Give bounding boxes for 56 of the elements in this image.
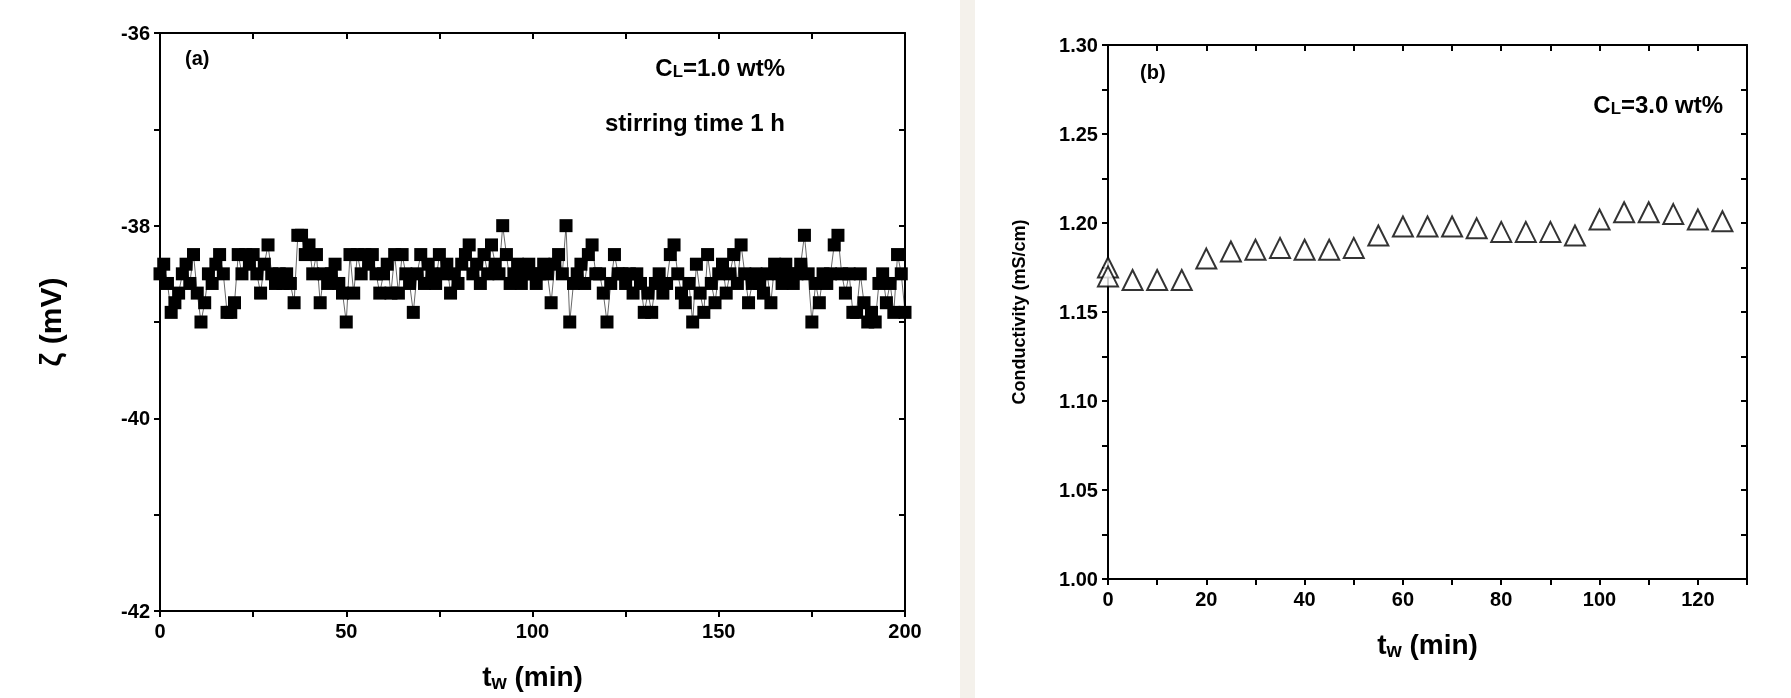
y-tick-label: -42 bbox=[121, 600, 150, 622]
point bbox=[1146, 268, 1169, 291]
x-tick-label: 60 bbox=[1391, 588, 1415, 610]
point bbox=[1170, 268, 1193, 291]
point bbox=[1269, 236, 1292, 259]
x-tick-label: 20 bbox=[1195, 588, 1218, 610]
y-tick-label: 1.10 bbox=[1059, 390, 1098, 412]
x-tick-label: 80 bbox=[1490, 588, 1513, 610]
x-tick-label: 150 bbox=[702, 620, 736, 642]
x-tick-label: 100 bbox=[515, 620, 550, 642]
point bbox=[1563, 224, 1586, 247]
annotation: stirring time 1 h bbox=[604, 108, 786, 136]
point bbox=[1514, 220, 1537, 243]
point bbox=[1441, 215, 1464, 238]
y-tick-label: -38 bbox=[121, 214, 150, 237]
point bbox=[1367, 224, 1390, 247]
y-tick-label: 1.30 bbox=[1059, 34, 1098, 56]
y-tick-label: 1.25 bbox=[1059, 123, 1098, 145]
point bbox=[1097, 265, 1119, 288]
x-tick-label: 0 bbox=[1102, 588, 1114, 610]
point bbox=[1613, 201, 1636, 224]
x-tick-label: 50 bbox=[335, 620, 358, 642]
y-tick-label: -40 bbox=[121, 407, 150, 430]
point bbox=[1219, 240, 1242, 263]
y-tick-label: 1.05 bbox=[1059, 479, 1098, 501]
point bbox=[1662, 203, 1685, 226]
y-tick-label: 1.00 bbox=[1059, 568, 1098, 590]
point bbox=[1342, 236, 1365, 259]
point bbox=[1539, 220, 1562, 243]
point bbox=[1588, 208, 1611, 231]
point bbox=[1318, 238, 1341, 261]
x-tick-label: 100 bbox=[1582, 588, 1617, 610]
x-tick-label: 40 bbox=[1293, 588, 1316, 610]
x-tick-label: 120 bbox=[1681, 588, 1715, 610]
point bbox=[1465, 217, 1488, 240]
point bbox=[1391, 215, 1414, 238]
point bbox=[1293, 238, 1316, 261]
point bbox=[1121, 268, 1144, 291]
x-tick-label: 200 bbox=[888, 620, 922, 642]
point bbox=[1686, 208, 1709, 231]
point bbox=[1711, 210, 1734, 233]
point bbox=[1195, 247, 1218, 270]
annotation: CL=3.0 wt% bbox=[1593, 90, 1723, 119]
annotation: CL=1.0 wt% bbox=[655, 53, 785, 82]
point bbox=[1244, 238, 1267, 261]
y-axis-title: ζ (mV) bbox=[33, 277, 67, 367]
y-tick-label: -36 bbox=[121, 22, 150, 44]
x-tick-label: 0 bbox=[154, 620, 166, 642]
y-tick-label: 1.15 bbox=[1059, 301, 1098, 323]
annotation: (b) bbox=[1140, 61, 1166, 83]
point bbox=[1637, 201, 1660, 224]
point bbox=[1416, 215, 1439, 238]
y-tick-label: 1.20 bbox=[1059, 212, 1098, 234]
y-axis-title: Conductivity (mS/cm) bbox=[1009, 219, 1029, 405]
annotation: (a) bbox=[185, 47, 210, 69]
point bbox=[1490, 220, 1513, 243]
